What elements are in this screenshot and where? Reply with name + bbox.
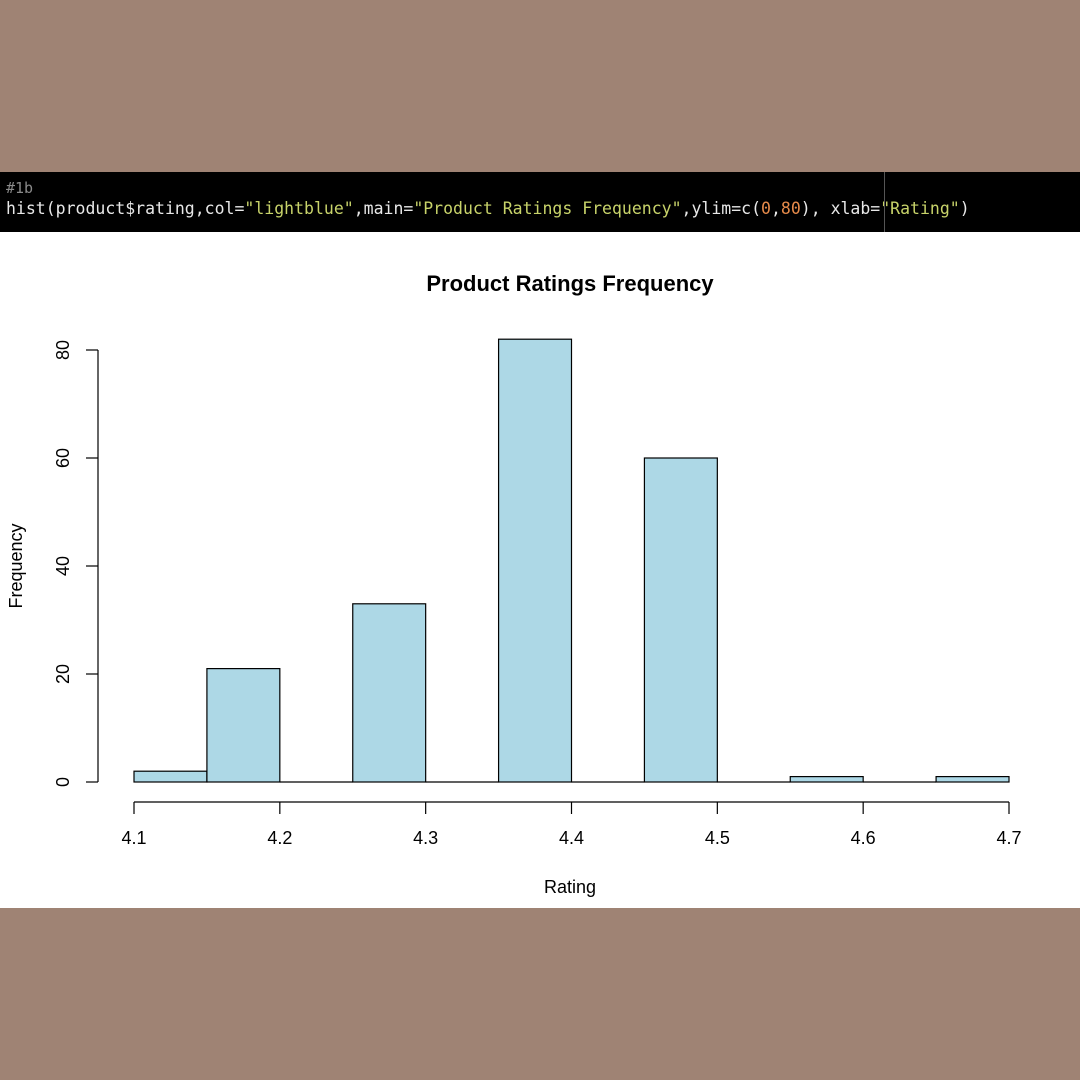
y-tick-label: 40 (53, 556, 73, 576)
chart-title: Product Ratings Frequency (426, 271, 714, 296)
histogram-bar (352, 603, 427, 783)
code-token-string: "Rating" (880, 199, 960, 218)
y-tick-label: 0 (53, 777, 73, 787)
bars-group (133, 338, 1010, 783)
histogram-bar (643, 457, 718, 783)
x-tick-label: 4.1 (121, 828, 146, 848)
code-token-default: ) (959, 199, 970, 218)
code-token-default: ,ylim=c( (681, 199, 762, 218)
x-tick-label: 4.5 (705, 828, 730, 848)
code-token-number: 0 (761, 199, 771, 218)
x-tick-label: 4.6 (851, 828, 876, 848)
x-axis: 4.1 4.2 4.3 4.4 4.5 4.6 4.7 (121, 801, 1022, 848)
y-axis-label: Frequency (6, 523, 26, 608)
code-token-default: ,main= (353, 199, 414, 218)
y-tick-label: 20 (53, 664, 73, 684)
histogram-bar (935, 775, 1010, 783)
code-token-default: ), xlab= (800, 199, 881, 218)
editor-cursor-line (884, 172, 885, 232)
x-tick-label: 4.4 (559, 828, 584, 848)
x-tick-label: 4.3 (413, 828, 438, 848)
code-token-string: "Product Ratings Frequency" (413, 199, 682, 218)
x-axis-label: Rating (544, 877, 596, 897)
histogram-bar (789, 775, 864, 783)
code-token-default: hist(product$rating,col= (6, 199, 245, 218)
code-comment: #1b (6, 179, 34, 197)
histogram-bar (133, 770, 208, 783)
code-editor-bar: #1b hist(product$rating,col="lightblue",… (0, 172, 1080, 232)
y-tick-label: 60 (53, 448, 73, 468)
code-line: hist(product$rating,col="lightblue",main… (6, 198, 1074, 220)
code-token-default: , (770, 199, 781, 218)
y-tick-label: 80 (53, 340, 73, 360)
plot-panel: Product Ratings Frequency 4.1 4.2 4.3 4.4 4.… (0, 232, 1080, 908)
code-token-number: 80 (780, 199, 801, 218)
histogram-chart: Product Ratings Frequency 4.1 4.2 4.3 4.4 4.… (6, 271, 1022, 897)
histogram-bar (206, 668, 281, 783)
x-tick-label: 4.2 (267, 828, 292, 848)
code-token-string: "lightblue" (244, 199, 354, 218)
y-axis: 0 20 40 60 80 (53, 340, 99, 787)
x-tick-label: 4.7 (996, 828, 1021, 848)
histogram-bar (497, 338, 573, 783)
